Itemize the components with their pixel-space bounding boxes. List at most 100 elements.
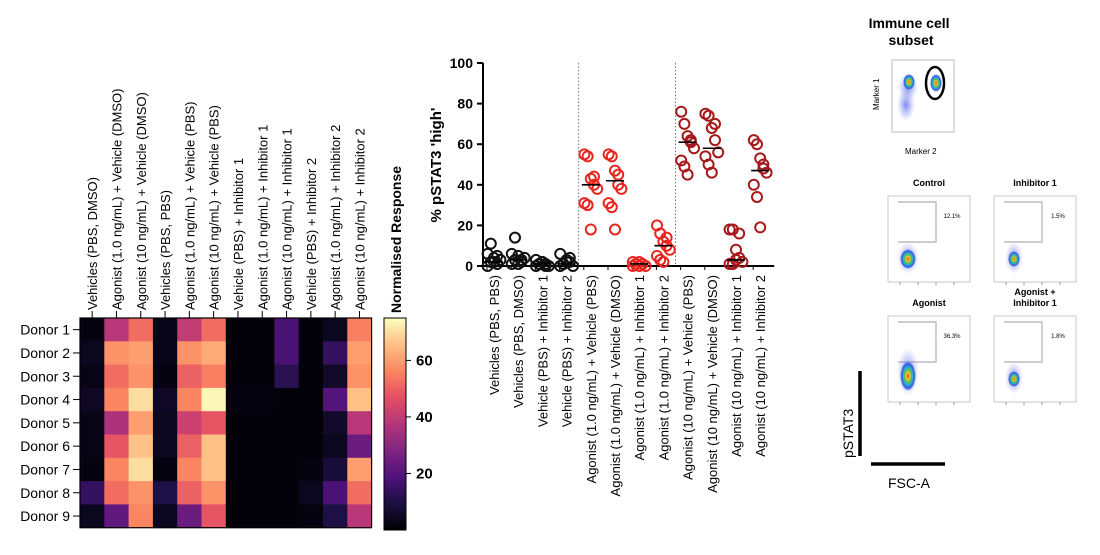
flow-plot: Control 12.1% (887, 178, 971, 285)
heatmap-cell (104, 341, 129, 365)
dotplot-point (751, 138, 763, 151)
dotplot-point (754, 152, 767, 165)
dotplot-point (605, 150, 618, 163)
heatmap-cell (250, 457, 275, 482)
heatmap-cell (152, 434, 178, 459)
heatmap-cell (274, 411, 300, 435)
heatmap-cell (152, 481, 178, 505)
flow-population (1008, 371, 1020, 387)
heatmap-cell (225, 364, 251, 389)
heatmap-cell (347, 341, 372, 365)
gating-population (903, 74, 915, 90)
flow-plot-frame (993, 315, 1077, 403)
heatmap-row-label: Donor 1 (20, 322, 70, 338)
heatmap-cell (104, 457, 129, 482)
heatmap-cell (80, 434, 105, 459)
heatmap-cell (347, 504, 372, 529)
dotplot-x-label: Agonist (10 ng/mL) + Vehicle (PBS) (681, 275, 696, 480)
heatmap-row-label: Donor 3 (20, 368, 70, 384)
heatmap-cell (347, 318, 372, 342)
heatmap-cell (323, 387, 348, 412)
dotplot-panel: % pSTAT3 'high' 0 20 40 60 80 100 Vehicles (PB… (428, 55, 775, 496)
heatmap-cell (274, 504, 300, 529)
immune-subset-title-line: subset (888, 32, 933, 48)
heatmap-cell (225, 387, 251, 412)
heatmap-col-label: Agonist (10 ng/mL) + Inhibitor 1 (280, 128, 295, 310)
dotplot-x-label: Agonist (1.0 ng/mL) + Inhibitor 1 (632, 275, 647, 460)
heatmap-cell (201, 504, 227, 529)
heatmap-cell (80, 364, 105, 389)
heatmap-cell (323, 411, 348, 435)
heatmap-cell (128, 341, 154, 365)
heatmap-col-label: Vehicle (PBS) + Inhibitor 1 (231, 158, 246, 310)
heatmap-cell (104, 504, 129, 529)
flow-plot-frame (993, 195, 1077, 283)
heatmap-cell (250, 481, 275, 505)
flow-panel: Immune cell subset Marker 1 Marker 2 Contr… (840, 15, 1077, 491)
heatmap-cell (128, 387, 154, 412)
heatmap-cell (177, 341, 202, 365)
heatmap-cell (152, 318, 178, 342)
colorbar-title: Normalised Response (388, 166, 404, 313)
gating-plot: Marker 1 Marker 2 (872, 59, 955, 156)
heatmap-col-label: Vehicles (PBS, PBS) (158, 190, 173, 310)
heatmap-cell (128, 504, 154, 529)
dotplot-point (675, 154, 688, 167)
heatmap-colorbar: 20 40 60 Normalised Response (383, 166, 433, 531)
heatmap-cell (298, 341, 324, 365)
heatmap-col-label: Vehicle (PBS) + Inhibitor 2 (304, 158, 319, 310)
flow-plot-title-line: Agonist + (1014, 287, 1055, 297)
dotplot-point (747, 178, 760, 191)
heatmap-cell (323, 364, 348, 389)
heatmap-cell (177, 387, 202, 412)
heatmap-cell (201, 341, 227, 365)
dotplot-y-tick-label: 80 (457, 96, 473, 112)
heatmap-col-label: Agonist (10 ng/mL) + Inhibitor 2 (352, 128, 367, 310)
flow-plot-percent: 1.8% (1051, 334, 1065, 340)
dotplot-point (675, 105, 688, 118)
flow-plot-percent: 12.1% (943, 214, 961, 220)
dotplot-point (681, 168, 694, 181)
heatmap-col-label: Vehicles (PBS, DMSO) (85, 177, 100, 310)
heatmap-cell (201, 457, 227, 482)
flow-gate (1004, 321, 1043, 363)
heatmap-cell (347, 481, 372, 505)
heatmap-cell (274, 364, 300, 389)
dotplot-x-label: Agonist (1.0 ng/mL) + Vehicle (PBS) (584, 275, 599, 483)
dotplot-point (702, 109, 715, 122)
heatmap-cell (225, 434, 251, 459)
heatmap-cell (152, 411, 178, 435)
flow-gate (898, 201, 937, 243)
heatmap-cell (177, 434, 202, 459)
dotplot-point (757, 162, 770, 175)
heatmap-cell (250, 387, 275, 412)
heatmap-row-label: Donor 6 (20, 438, 70, 454)
dotplot-point (581, 199, 594, 212)
heatmap-col-label: Agonist (10 ng/mL) + Vehicle (DMSO) (134, 92, 149, 310)
heatmap-cell (274, 434, 300, 459)
heatmap-cell (152, 341, 178, 365)
heatmap-row-label: Donor 2 (20, 345, 70, 361)
heatmap-cell (274, 341, 300, 365)
heatmap-cell (104, 318, 129, 342)
heatmap-cell (298, 387, 324, 412)
flow-plot: Agonist 36.3% (887, 298, 971, 405)
colorbar-tick-label: 40 (416, 409, 433, 426)
dotplot-x-label: Agonist (10 ng/mL) + Inhibitor 1 (729, 275, 744, 457)
dotplot-x-label: Vehicles (PBS, PBS) (487, 275, 502, 395)
heatmap-cell (347, 364, 372, 389)
dotplot-point (484, 237, 497, 250)
pstat3-axis-label: pSTAT3 (840, 409, 856, 458)
flow-plot-title: Control (913, 178, 945, 188)
heatmap-cell (298, 434, 324, 459)
dotplot-y-tick-label: 40 (457, 177, 473, 193)
dotplot-point (612, 168, 625, 181)
heatmap-row-label: Donor 8 (20, 485, 70, 501)
heatmap-cell (250, 341, 275, 365)
heatmap-row-label: Donor 4 (20, 392, 70, 408)
heatmap-cell (347, 387, 372, 412)
heatmap-cell (274, 481, 300, 505)
immune-subset-title: Immune cell subset (869, 15, 954, 48)
dotplot-point (539, 260, 552, 272)
heatmap-cell (225, 341, 251, 365)
